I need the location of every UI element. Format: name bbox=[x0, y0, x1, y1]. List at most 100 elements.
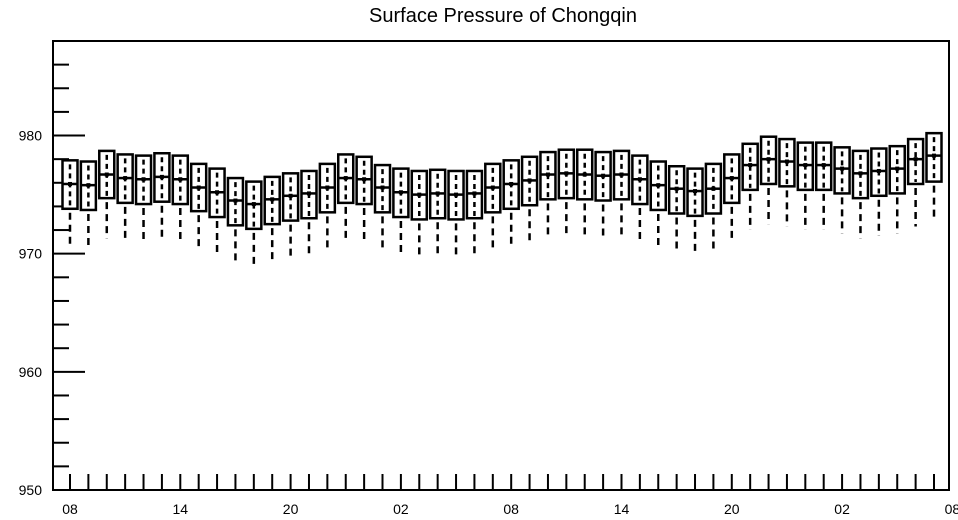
box-mean-marker bbox=[674, 186, 679, 191]
box-mean-marker bbox=[858, 171, 863, 176]
box-item bbox=[189, 162, 208, 251]
box-item bbox=[153, 152, 171, 241]
box-mean-marker bbox=[729, 176, 734, 181]
box-mean-marker bbox=[509, 181, 514, 186]
box-item bbox=[833, 146, 851, 234]
box-item bbox=[575, 148, 594, 238]
box-mean-marker bbox=[545, 172, 550, 177]
box-mean-marker bbox=[803, 163, 808, 168]
box-item bbox=[263, 175, 281, 264]
box-mean-marker bbox=[693, 189, 698, 194]
box-item bbox=[667, 164, 686, 253]
box-mean-marker bbox=[895, 166, 900, 171]
box-mean-marker bbox=[251, 202, 256, 207]
box-item bbox=[631, 154, 649, 244]
box-item bbox=[318, 162, 337, 251]
box-item bbox=[906, 137, 925, 227]
box-mean-marker bbox=[343, 176, 348, 181]
y-tick-label: 960 bbox=[19, 364, 43, 380]
y-tick-label: 970 bbox=[19, 246, 43, 262]
y-axis: 950 960 970 980 bbox=[19, 63, 85, 498]
box-mean-marker bbox=[233, 198, 238, 203]
box-mean-marker bbox=[68, 181, 72, 186]
box-mean-marker bbox=[141, 177, 146, 182]
box-item bbox=[888, 144, 906, 234]
box-mean-marker bbox=[159, 174, 164, 179]
box-item bbox=[925, 131, 943, 221]
box-item bbox=[796, 141, 815, 231]
box-item bbox=[814, 141, 833, 231]
y-tick-label: 950 bbox=[19, 482, 43, 498]
box-item bbox=[539, 150, 557, 239]
box-item bbox=[171, 154, 190, 244]
box-mean-marker bbox=[86, 183, 91, 188]
box-mean-marker bbox=[288, 193, 293, 198]
box-item bbox=[61, 159, 79, 248]
box-mean-marker bbox=[104, 172, 109, 177]
x-tick-label: 02 bbox=[834, 501, 850, 517]
box-mean-marker bbox=[398, 190, 403, 195]
box-mean-marker bbox=[380, 185, 385, 190]
box-item bbox=[79, 160, 98, 249]
box-item bbox=[116, 153, 134, 242]
box-item bbox=[520, 155, 539, 244]
box-item bbox=[392, 167, 410, 255]
box-mean-marker bbox=[564, 171, 569, 176]
box-mean-marker bbox=[601, 173, 606, 178]
box-mean-marker bbox=[490, 185, 495, 190]
box-item bbox=[208, 167, 226, 255]
box-mean-marker bbox=[527, 178, 532, 183]
box-mean-marker bbox=[325, 185, 330, 190]
box-mean-marker bbox=[913, 157, 918, 162]
box-mean-marker bbox=[306, 191, 311, 196]
box-mean-marker bbox=[215, 190, 220, 195]
box-mean-marker bbox=[454, 192, 459, 197]
box-item bbox=[447, 169, 465, 258]
box-mean-marker bbox=[178, 177, 183, 182]
x-tick-label: 14 bbox=[173, 501, 189, 517]
box-item bbox=[484, 162, 502, 251]
box-item bbox=[557, 148, 576, 236]
x-tick-label: 02 bbox=[393, 501, 409, 517]
box-mean-marker bbox=[711, 186, 716, 191]
box-item bbox=[281, 172, 300, 260]
box-item bbox=[98, 149, 116, 239]
x-tick-label: 14 bbox=[614, 501, 630, 517]
plot-frame bbox=[52, 40, 950, 491]
box-item bbox=[594, 150, 612, 239]
box-item bbox=[336, 153, 355, 241]
x-tick-label: 08 bbox=[503, 501, 519, 517]
box-item bbox=[759, 135, 778, 225]
box-mean-marker bbox=[784, 159, 789, 164]
x-tick-label: 08 bbox=[945, 501, 958, 517]
box-item bbox=[428, 168, 447, 257]
box-mean-marker bbox=[435, 191, 440, 196]
box-item bbox=[741, 142, 759, 231]
box-item bbox=[778, 137, 796, 227]
box-item bbox=[704, 162, 723, 252]
box-item bbox=[300, 169, 318, 258]
box-mean-marker bbox=[637, 177, 642, 182]
box-mean-marker bbox=[748, 163, 753, 168]
box-mean-marker bbox=[196, 185, 201, 190]
chart-title: Surface Pressure of Chongqin bbox=[369, 5, 637, 27]
box-item bbox=[649, 160, 668, 248]
box-item bbox=[373, 163, 392, 251]
box-item bbox=[612, 149, 631, 239]
y-tick-label: 980 bbox=[19, 128, 43, 144]
x-tick-label: 20 bbox=[283, 501, 299, 517]
box-mean-marker bbox=[619, 172, 624, 177]
x-axis: 08 14 20 02 08 14 20 02 08 bbox=[62, 474, 958, 517]
box-item bbox=[686, 167, 704, 255]
box-mean-marker bbox=[362, 177, 367, 182]
box-item bbox=[870, 147, 888, 236]
box-mean-marker bbox=[840, 166, 845, 171]
box-mean-marker bbox=[766, 157, 771, 162]
box-item bbox=[851, 149, 870, 239]
box-mean-marker bbox=[472, 191, 477, 196]
box-item bbox=[723, 153, 741, 241]
box-mean-marker bbox=[123, 176, 128, 181]
box-mean-marker bbox=[582, 172, 587, 177]
box-mean-marker bbox=[932, 153, 936, 158]
